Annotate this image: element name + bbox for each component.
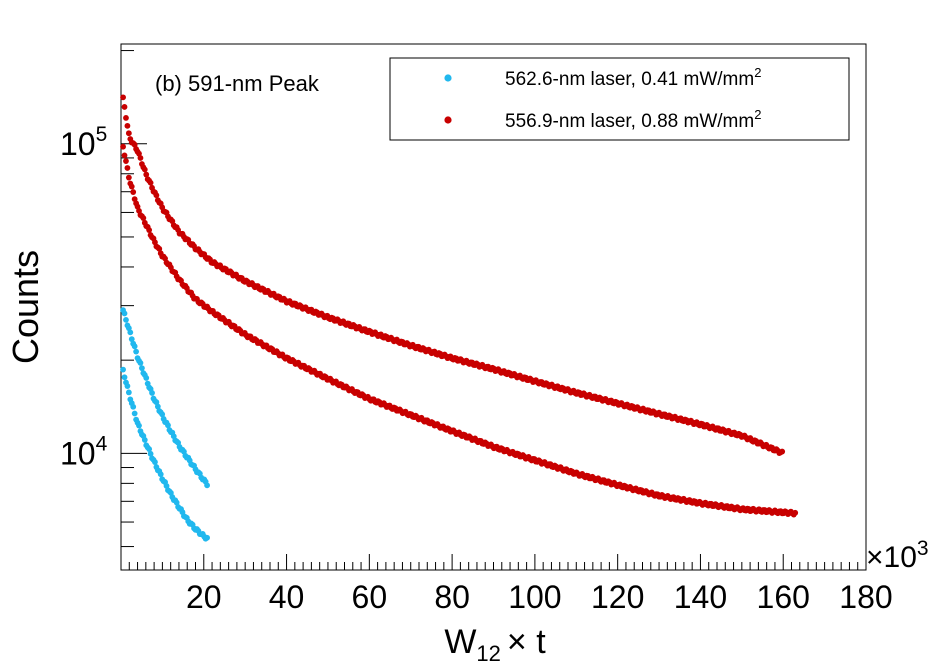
data-point bbox=[141, 437, 148, 443]
data-point bbox=[131, 410, 138, 417]
panel-annotation: (b) 591-nm Peak bbox=[155, 71, 320, 96]
data-point bbox=[159, 411, 166, 418]
x-tick-label: 140 bbox=[674, 579, 727, 615]
data-point bbox=[147, 450, 154, 457]
legend-label-series-1: 562.6-nm laser, 0.41 mW/mm2 bbox=[505, 65, 761, 90]
data-point bbox=[127, 329, 134, 336]
data-point bbox=[157, 471, 164, 478]
data-point bbox=[128, 336, 135, 343]
data-point bbox=[124, 122, 131, 129]
data-point bbox=[779, 448, 786, 455]
data-points bbox=[120, 94, 799, 542]
data-point bbox=[128, 183, 135, 190]
y-tick-label: 105 bbox=[60, 123, 107, 162]
data-point bbox=[139, 365, 145, 372]
data-point bbox=[154, 403, 161, 410]
data-point bbox=[123, 158, 129, 164]
x-tick-label: 160 bbox=[757, 579, 810, 615]
x-tick-label: 80 bbox=[434, 579, 470, 615]
x-tick-label: 100 bbox=[508, 579, 561, 615]
x-multiplier: ×103 bbox=[866, 537, 929, 574]
data-point bbox=[136, 422, 142, 429]
data-point bbox=[140, 215, 147, 221]
data-point bbox=[792, 509, 799, 516]
data-point bbox=[120, 143, 126, 150]
data-point bbox=[120, 94, 126, 101]
data-point bbox=[143, 375, 150, 381]
x-tick-label: 180 bbox=[839, 579, 892, 615]
legend-marker-series-1 bbox=[444, 74, 452, 82]
y-axis-label: Counts bbox=[5, 250, 46, 364]
data-point bbox=[130, 403, 137, 410]
x-tick-label: 120 bbox=[591, 579, 644, 615]
data-point bbox=[120, 366, 126, 373]
data-point bbox=[131, 343, 138, 350]
data-point bbox=[204, 482, 210, 489]
data-point bbox=[130, 189, 137, 195]
x-tick-label: 40 bbox=[269, 579, 305, 615]
legend-marker-series-2 bbox=[444, 116, 452, 124]
legend-box bbox=[389, 57, 850, 141]
x-axis-label: W12 × t bbox=[444, 623, 546, 666]
data-point bbox=[121, 374, 128, 381]
data-point bbox=[121, 310, 128, 317]
data-point bbox=[153, 192, 160, 199]
data-point bbox=[125, 130, 132, 137]
data-point bbox=[146, 227, 153, 233]
data-point bbox=[143, 171, 150, 178]
data-point bbox=[152, 459, 158, 465]
data-point bbox=[131, 141, 138, 148]
legend: 562.6-nm laser, 0.41 mW/mm2 556.9-nm las… bbox=[389, 57, 850, 141]
data-point bbox=[121, 104, 128, 110]
data-point bbox=[165, 422, 171, 429]
data-point bbox=[125, 174, 132, 181]
data-point bbox=[133, 348, 140, 355]
data-point bbox=[123, 316, 129, 323]
y-tick-label: 104 bbox=[60, 432, 108, 471]
data-point bbox=[147, 179, 154, 186]
legend-label-series-2: 556.9-nm laser, 0.88 mW/mm2 bbox=[505, 107, 761, 132]
data-point bbox=[123, 114, 129, 121]
x-tick-label: 60 bbox=[352, 579, 388, 615]
y-tick-labels: 104 105 bbox=[60, 123, 108, 472]
data-point bbox=[121, 152, 128, 159]
data-point bbox=[125, 389, 132, 396]
data-point bbox=[141, 166, 148, 173]
data-point bbox=[146, 446, 153, 452]
data-point bbox=[137, 359, 144, 366]
data-point bbox=[204, 534, 210, 541]
data-point bbox=[149, 390, 155, 396]
data-point bbox=[137, 155, 144, 161]
data-point bbox=[124, 165, 131, 171]
x-tick-labels: 20 40 60 80 100 120 140 160 180 bbox=[186, 579, 893, 615]
data-point bbox=[156, 245, 163, 252]
x-tick-label: 20 bbox=[186, 579, 222, 615]
data-point bbox=[173, 499, 180, 506]
data-point bbox=[124, 383, 131, 389]
